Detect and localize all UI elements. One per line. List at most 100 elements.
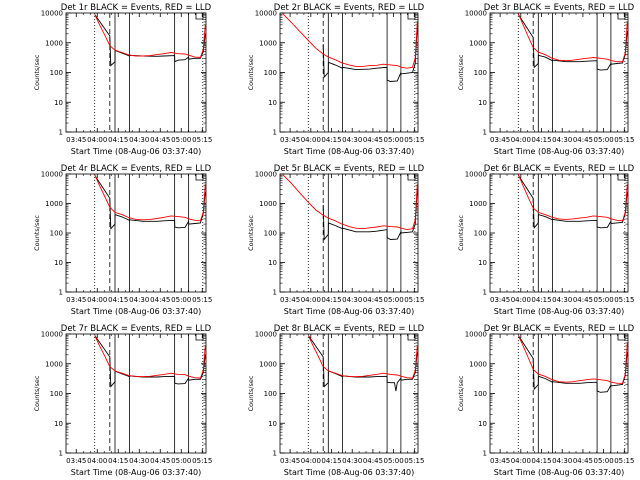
plot-frame [65, 12, 207, 133]
x-axis-label: Start Time (08-Aug-06 03:37:40) [71, 147, 202, 156]
x-tick-label: 03:45 [280, 457, 300, 465]
x-tick-label: 04:45 [363, 457, 383, 465]
y-tick-label: 1 [59, 450, 63, 458]
plot-frame [65, 173, 207, 293]
x-axis-label: Start Time (08-Aug-06 03:37:40) [494, 147, 625, 156]
x-tick-label: 04:15 [531, 296, 551, 304]
x-tick-label: 04:15 [108, 136, 128, 144]
panel-det-4: Det 4r BLACK = Events, RED = LLD Counts/s… [33, 164, 212, 316]
x-tick-label: 04:00 [511, 136, 531, 144]
y-tick-label: 10000 [41, 171, 63, 179]
x-tick-label: 04:00 [511, 457, 531, 465]
corner-box [407, 13, 416, 20]
panel-det-5: Det 5r BLACK = Events, RED = LLD Counts/s… [247, 164, 425, 316]
x-tick-label: 05:00 [384, 296, 404, 304]
panel-title: Det 4r BLACK = Events, RED = LLD [61, 164, 212, 174]
x-tick-label: 04:45 [150, 296, 170, 304]
y-tick-label: 10 [268, 420, 277, 428]
events-series-line [517, 175, 628, 229]
panel-det-2: Det 2r BLACK = Events, RED = LLD Counts/s… [247, 3, 425, 156]
corner-box [407, 334, 416, 341]
events-series-line [94, 175, 206, 230]
y-tick-label: 10 [54, 420, 63, 428]
y-tick-label: 1 [59, 129, 63, 137]
x-tick-label: 03:45 [66, 296, 86, 304]
corner-box [617, 174, 626, 181]
x-tick-label: 04:30 [552, 457, 572, 465]
plot-frame [489, 333, 629, 454]
x-tick-label: 04:45 [573, 457, 593, 465]
plot-frame [279, 12, 419, 133]
panel-det-6: Det 6r BLACK = Events, RED = LLD Counts/s… [457, 164, 635, 316]
events-series-line [517, 14, 628, 71]
x-tick-label: 04:45 [573, 296, 593, 304]
y-tick-label: 1 [273, 289, 277, 297]
corner-box [195, 13, 204, 20]
y-tick-label: 10 [478, 99, 487, 107]
y-tick-label: 10 [478, 420, 487, 428]
y-tick-label: 10000 [41, 10, 63, 18]
y-axis-label: Counts/sec [457, 215, 465, 251]
y-tick-label: 1000 [259, 360, 277, 368]
y-tick-label: 100 [474, 390, 487, 398]
x-tick-label: 04:30 [129, 136, 149, 144]
y-tick-label: 1000 [259, 200, 277, 208]
x-tick-label: 05:15 [192, 136, 212, 144]
plot-frame [489, 173, 629, 293]
x-tick-label: 05:00 [171, 136, 191, 144]
x-tick-label: 03:45 [490, 296, 510, 304]
y-tick-label: 100 [264, 230, 277, 238]
x-tick-label: 05:00 [594, 457, 614, 465]
x-tick-label: 05:15 [404, 457, 424, 465]
y-tick-label: 1000 [469, 200, 487, 208]
corner-box [195, 174, 204, 181]
lld-series-line [307, 335, 418, 379]
x-axis-label: Start Time (08-Aug-06 03:37:40) [71, 468, 202, 477]
x-tick-label: 04:15 [108, 296, 128, 304]
x-tick-label: 04:45 [363, 296, 383, 304]
plot-frame [279, 333, 419, 454]
y-tick-label: 10 [54, 259, 63, 267]
x-tick-label: 05:15 [192, 296, 212, 304]
panel-title: Det 7r BLACK = Events, RED = LLD [61, 324, 212, 334]
x-tick-label: 04:30 [129, 457, 149, 465]
x-tick-label: 04:45 [363, 136, 383, 144]
x-tick-label: 05:15 [404, 296, 424, 304]
x-tick-label: 04:15 [321, 136, 341, 144]
y-tick-label: 100 [474, 230, 487, 238]
y-tick-label: 100 [50, 390, 63, 398]
corner-box [195, 334, 204, 341]
x-tick-label: 05:00 [384, 457, 404, 465]
y-tick-label: 1000 [469, 360, 487, 368]
x-tick-label: 04:30 [342, 136, 362, 144]
panel-title: Det 2r BLACK = Events, RED = LLD [274, 3, 425, 13]
x-tick-label: 04:30 [342, 457, 362, 465]
lld-series-line [94, 335, 206, 379]
x-tick-label: 05:15 [404, 136, 424, 144]
y-axis-label: Counts/sec [33, 54, 41, 90]
y-tick-label: 1 [483, 129, 487, 137]
x-tick-label: 04:15 [531, 136, 551, 144]
events-series-line [307, 335, 418, 392]
y-tick-label: 1 [59, 289, 63, 297]
y-tick-label: 1 [273, 129, 277, 137]
y-axis-label: Counts/sec [457, 54, 465, 90]
y-tick-label: 1000 [259, 39, 277, 47]
y-tick-label: 10 [54, 99, 63, 107]
y-tick-label: 1000 [45, 39, 63, 47]
panel-title: Det 5r BLACK = Events, RED = LLD [274, 164, 425, 174]
corner-box [407, 174, 416, 181]
x-tick-label: 03:45 [490, 457, 510, 465]
y-tick-label: 100 [50, 230, 63, 238]
y-tick-label: 1 [483, 450, 487, 458]
x-tick-label: 04:30 [552, 136, 572, 144]
panel-det-1: Det 1r BLACK = Events, RED = LLD Counts/s… [33, 3, 212, 156]
x-axis-label: Start Time (08-Aug-06 03:37:40) [284, 307, 415, 316]
y-tick-label: 100 [474, 69, 487, 77]
y-tick-label: 100 [50, 69, 63, 77]
x-tick-label: 03:45 [280, 136, 300, 144]
lld-series-line [517, 174, 628, 222]
events-series-line [517, 335, 628, 393]
corner-box [617, 13, 626, 20]
x-tick-label: 05:00 [594, 296, 614, 304]
